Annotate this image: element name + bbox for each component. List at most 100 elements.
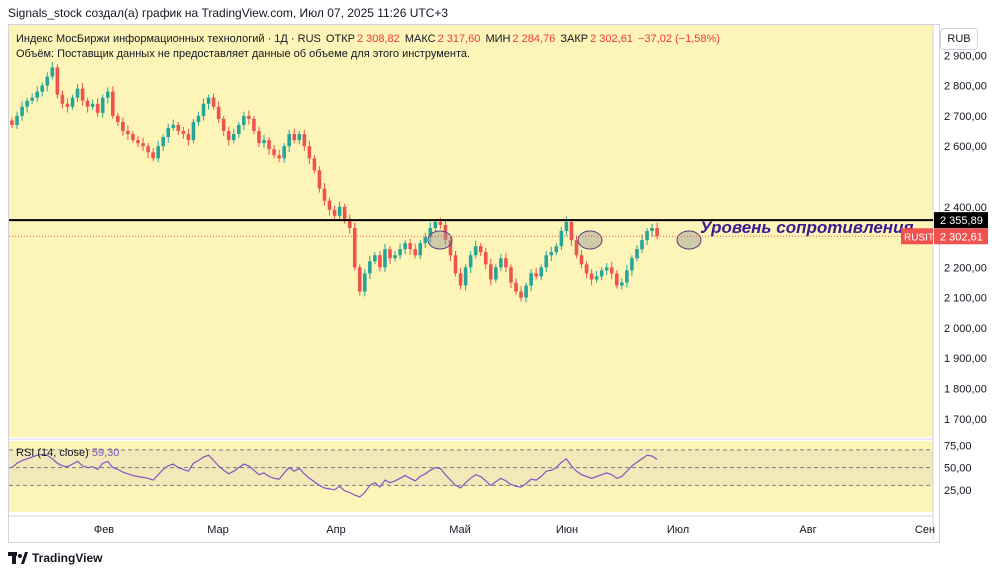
candle-body xyxy=(468,255,473,268)
candle-body xyxy=(65,103,70,107)
candle-body xyxy=(45,76,50,86)
candle-body xyxy=(398,249,402,256)
candle-body xyxy=(363,273,367,292)
candle-body xyxy=(55,67,60,95)
chart-caption: Signals_stock создал(а) график на Tradin… xyxy=(8,6,449,20)
price-tick-label: 1 700,00 xyxy=(944,414,987,426)
candle-body xyxy=(312,158,317,171)
rsi-label: RSI (14, close) xyxy=(16,447,89,459)
candle-body xyxy=(191,121,196,141)
candle-body xyxy=(574,240,579,256)
candle-body xyxy=(100,97,105,113)
low-value: 2 284,76 xyxy=(512,33,556,45)
candle-body xyxy=(15,115,19,125)
time-tick-label: Авг xyxy=(799,524,816,536)
tradingview-logo-text: TradingView xyxy=(32,551,103,565)
candle-body xyxy=(604,267,609,271)
candle-body xyxy=(569,221,574,241)
candle-body xyxy=(655,227,659,237)
price-tick-label: 2 900,00 xyxy=(944,50,987,62)
candle-body xyxy=(534,273,538,277)
open-label: ОТКР xyxy=(325,33,355,45)
candle-body xyxy=(211,97,216,107)
candle-body xyxy=(20,106,24,116)
price-tick-label: 2 700,00 xyxy=(944,111,987,123)
candle-body xyxy=(373,255,377,262)
candle-body xyxy=(272,149,276,156)
last-price-badge-label: 2 302,61 xyxy=(940,231,983,243)
change-value: −37,02 (−1,58%) xyxy=(638,33,720,45)
candle-body xyxy=(40,85,45,92)
time-tick-label: Июл xyxy=(667,524,689,536)
time-tick-label: Апр xyxy=(326,524,345,536)
price-tick-label: 2 400,00 xyxy=(944,202,987,214)
candle-body xyxy=(262,140,266,144)
low-label: МИН xyxy=(485,33,511,45)
candle-body xyxy=(509,267,513,283)
candle-body xyxy=(342,206,347,219)
candle-body xyxy=(630,258,634,271)
candle-body xyxy=(483,252,488,265)
candle-body xyxy=(242,115,246,125)
currency-button[interactable]: RUB xyxy=(940,28,978,50)
candle-body xyxy=(30,97,34,101)
candle-body xyxy=(524,285,528,298)
time-tick-label: Май xyxy=(449,524,471,536)
candle-body xyxy=(25,100,29,107)
time-tick-label: Фев xyxy=(94,524,114,536)
candle-body xyxy=(322,188,327,201)
candle-body xyxy=(438,221,443,225)
candle-body xyxy=(403,243,407,250)
candle-body xyxy=(90,103,95,107)
candle-body xyxy=(111,91,115,116)
resistance-annotation: Уровень сопротивления xyxy=(700,218,913,237)
candle-body xyxy=(388,249,392,259)
candle-body xyxy=(186,134,191,141)
candle-body xyxy=(499,258,503,268)
candle-body xyxy=(609,267,614,274)
high-value: 2 317,60 xyxy=(437,33,481,45)
tradingview-logo-icon xyxy=(8,552,28,564)
candle-body xyxy=(252,118,256,132)
candle-body xyxy=(428,227,433,238)
candle-body xyxy=(423,237,428,244)
time-tick-label: Мар xyxy=(207,524,229,536)
ohlc-legend: Индекс МосБиржи информационных технологи… xyxy=(16,33,722,45)
candle-body xyxy=(50,67,55,77)
candle-body xyxy=(640,240,644,250)
candle-body xyxy=(433,221,438,228)
candle-body xyxy=(226,131,231,141)
last-price-badge xyxy=(934,228,988,245)
candle-body xyxy=(206,97,211,104)
candle-body xyxy=(161,137,165,147)
price-tick-label: 2 100,00 xyxy=(944,293,987,305)
candle-body xyxy=(473,246,478,256)
candle-body xyxy=(448,240,453,256)
candle-body xyxy=(216,106,221,119)
time-tick-label: Июн xyxy=(556,524,578,536)
tradingview-logo[interactable]: TradingView xyxy=(8,551,102,565)
candle-body xyxy=(176,124,181,132)
candle-body xyxy=(594,276,599,280)
candle-body xyxy=(337,206,342,216)
candle-body xyxy=(529,273,533,286)
candle-body xyxy=(443,224,448,241)
candle-body xyxy=(378,255,382,268)
candle-body xyxy=(257,131,261,144)
candle-body xyxy=(650,227,654,231)
candle-body xyxy=(478,246,483,253)
price-pane-background xyxy=(9,25,933,437)
touch-highlight xyxy=(676,230,702,250)
candle-body xyxy=(544,255,549,268)
rsi-pane-background xyxy=(9,441,933,512)
candle-body xyxy=(620,282,624,286)
candle-body xyxy=(231,134,236,141)
high-label: МАКС xyxy=(404,33,436,45)
candle-body xyxy=(549,252,554,256)
candle-body xyxy=(589,273,594,280)
candle-body xyxy=(352,227,357,268)
candle-body xyxy=(554,246,559,253)
price-tick-label: 2 200,00 xyxy=(944,262,987,274)
candle-body xyxy=(136,140,140,144)
